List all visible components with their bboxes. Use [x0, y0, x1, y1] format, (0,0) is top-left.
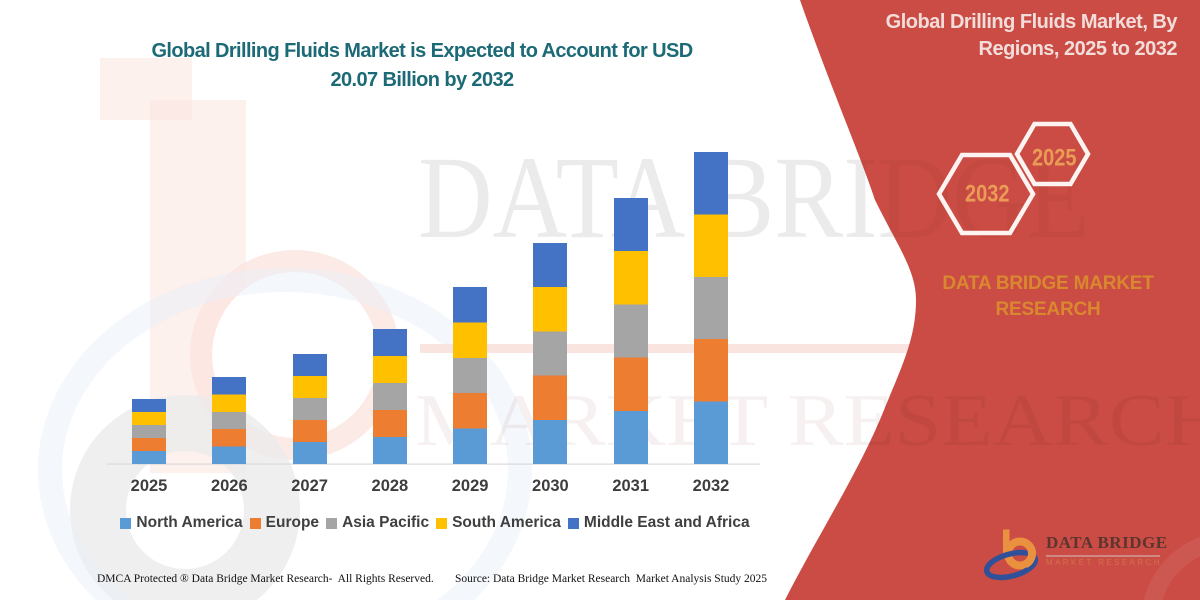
svg-text:2025: 2025	[1032, 145, 1077, 172]
svg-text:2032: 2032	[965, 181, 1010, 208]
